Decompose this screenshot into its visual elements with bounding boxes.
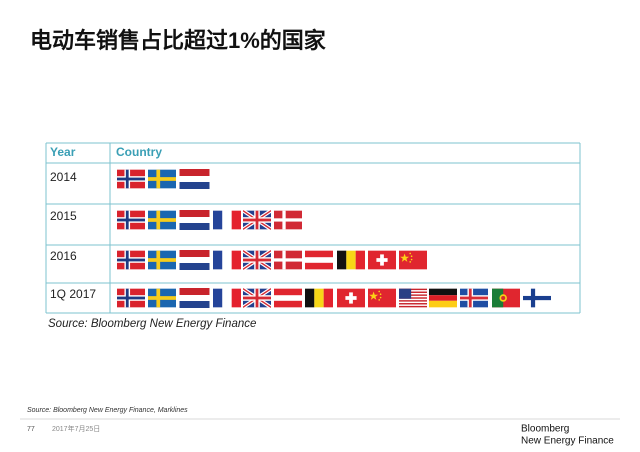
flag bbox=[148, 250, 176, 270]
flags-2016 bbox=[117, 250, 427, 270]
flag bbox=[274, 250, 302, 270]
column-header: Country bbox=[116, 145, 162, 159]
flag bbox=[179, 210, 210, 230]
flag bbox=[305, 250, 333, 270]
flag bbox=[429, 288, 457, 308]
flag bbox=[179, 288, 210, 308]
flag bbox=[117, 288, 145, 308]
flag bbox=[305, 288, 333, 308]
flag bbox=[148, 169, 176, 189]
page-number: 77 bbox=[27, 426, 35, 433]
footer-source: Source: Bloomberg New Energy Finance, Ma… bbox=[27, 407, 188, 414]
flag bbox=[213, 288, 241, 308]
flag bbox=[179, 250, 210, 270]
flags-2014 bbox=[117, 169, 210, 189]
footer-date: 2017年7月25日 bbox=[52, 424, 100, 433]
flag bbox=[274, 210, 302, 230]
flags-1q-2017 bbox=[117, 288, 551, 308]
flag bbox=[148, 210, 176, 230]
flag bbox=[399, 250, 427, 270]
flag bbox=[368, 250, 396, 270]
flag bbox=[117, 169, 145, 189]
flag bbox=[243, 288, 271, 308]
logo-line: New Energy Finance bbox=[521, 436, 614, 447]
flag bbox=[179, 169, 210, 189]
flag bbox=[460, 288, 488, 308]
flag bbox=[243, 250, 271, 270]
year-cell: 2014 bbox=[50, 170, 77, 184]
flags-2015 bbox=[117, 210, 302, 230]
flag bbox=[523, 288, 551, 308]
flag bbox=[117, 210, 145, 230]
flag bbox=[368, 288, 396, 308]
flag bbox=[337, 288, 365, 308]
flag bbox=[213, 250, 241, 270]
flag bbox=[399, 288, 427, 308]
logo-line: Bloomberg bbox=[521, 424, 569, 435]
flag bbox=[148, 288, 176, 308]
flag bbox=[274, 288, 302, 308]
slide-title: 电动车销售占比超过1%的国家 bbox=[30, 28, 327, 53]
flag bbox=[117, 250, 145, 270]
table-caption: Source: Bloomberg New Energy Finance bbox=[48, 318, 256, 330]
flag bbox=[492, 288, 520, 308]
flag bbox=[213, 210, 241, 230]
flag bbox=[337, 250, 365, 270]
table-lines bbox=[45, 142, 581, 314]
column-header: Year bbox=[50, 145, 76, 159]
year-cell: 2016 bbox=[50, 249, 77, 263]
year-cell: 1Q 2017 bbox=[50, 287, 96, 301]
year-cell: 2015 bbox=[50, 209, 77, 223]
flag bbox=[243, 210, 271, 230]
